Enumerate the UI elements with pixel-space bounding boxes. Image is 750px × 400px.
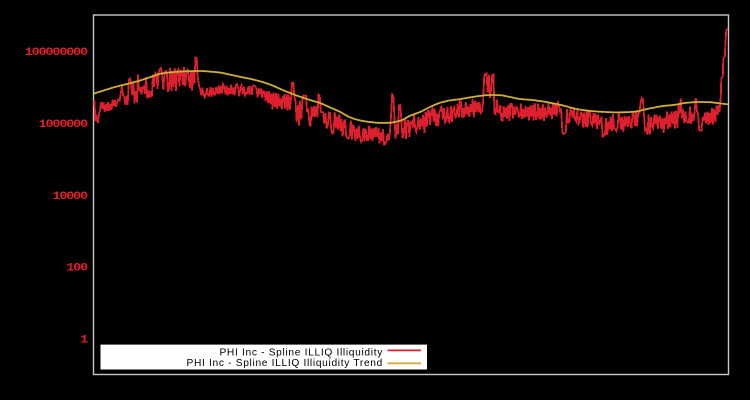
- svg-text:10000: 10000: [52, 190, 87, 203]
- svg-text:100000000: 100000000: [25, 46, 88, 59]
- svg-text:100: 100: [66, 262, 87, 275]
- svg-text:1000000: 1000000: [39, 118, 88, 131]
- svg-text:1: 1: [80, 334, 88, 347]
- svg-text:PHI Inc - Spline ILLIQ Illiqui: PHI Inc - Spline ILLIQ Illiquidity Trend: [186, 358, 383, 369]
- svg-text:PHI Inc - Spline ILLIQ Illiqui: PHI Inc - Spline ILLIQ Illiquidity: [219, 347, 383, 358]
